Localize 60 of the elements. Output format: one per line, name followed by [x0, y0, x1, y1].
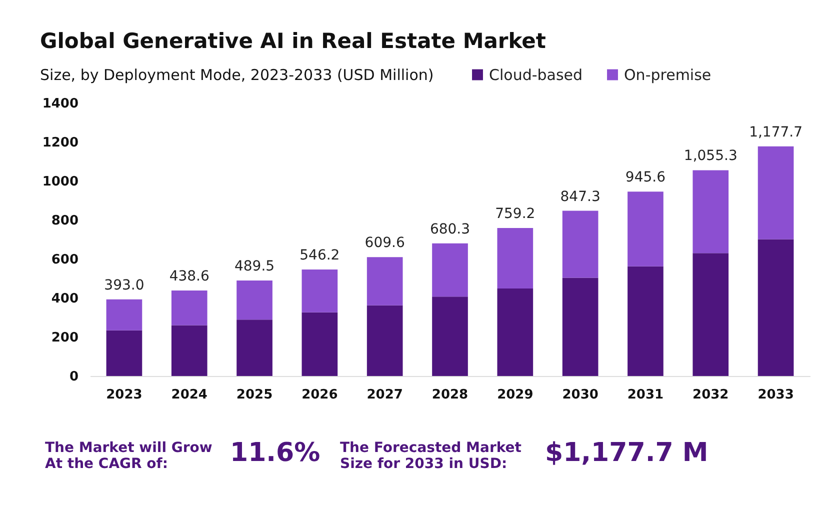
bar — [628, 192, 664, 266]
x-tick-label: 2023 — [106, 388, 142, 402]
y-tick-label: 1400 — [42, 96, 78, 112]
x-tick-label: 2025 — [236, 388, 273, 402]
text: The Forecasted Market Size for 2033 in USD: — [340, 440, 522, 472]
y-tick-label: 200 — [51, 330, 78, 346]
total-label: 438.6 — [169, 268, 210, 284]
legend-label: On-premise — [624, 66, 712, 84]
bar — [302, 269, 338, 312]
bar — [562, 278, 598, 376]
bar — [171, 290, 208, 326]
bar — [758, 146, 794, 240]
total-label: 680.3 — [430, 221, 470, 238]
bar — [692, 170, 729, 254]
bar — [106, 299, 142, 330]
x-tick-label: 2027 — [366, 388, 403, 402]
bar — [236, 280, 272, 320]
text: 11.6% — [230, 438, 320, 468]
x-tick-label: 2029 — [497, 388, 534, 402]
total-label: 759.2 — [495, 206, 536, 222]
x-tick-label: 2033 — [758, 388, 794, 402]
x-tick-label: 2031 — [627, 388, 664, 402]
total-label: 609.6 — [364, 235, 405, 252]
legend-label: Cloud-based — [489, 66, 583, 84]
y-tick-label: 800 — [51, 214, 78, 228]
chart-subtitle: Size, by Deployment Mode, 2023-2033 (USD Million) — [40, 66, 434, 84]
total-label: 489.5 — [234, 258, 275, 275]
bar — [432, 243, 468, 297]
x-tick-label: 2030 — [562, 388, 598, 402]
bar — [236, 320, 272, 376]
total-label: 393.0 — [104, 277, 144, 294]
bar — [628, 266, 664, 376]
bar — [171, 325, 208, 376]
x-tick-label: 2024 — [171, 388, 208, 402]
total-label: 1,055.3 — [684, 148, 738, 164]
total-label: 546.2 — [300, 247, 340, 264]
bar — [497, 288, 534, 376]
total-label: 1,177.7 — [749, 124, 803, 140]
text: $1,177.7 M — [545, 438, 708, 468]
y-tick-label: 400 — [51, 292, 78, 306]
bar — [366, 257, 403, 306]
bar — [692, 253, 729, 376]
bar — [432, 296, 468, 376]
chart-title: Global Generative AI in Real Estate Market — [40, 29, 546, 53]
bar — [302, 312, 338, 376]
bar — [497, 228, 534, 288]
y-tick-label: 0 — [69, 370, 78, 384]
x-tick-label: 2026 — [302, 388, 338, 402]
bar — [366, 305, 403, 376]
total-label: 945.6 — [625, 170, 666, 186]
bar — [106, 330, 142, 376]
text: The Market will Grow At the CAGR of: — [45, 440, 212, 472]
bar — [758, 239, 794, 376]
y-tick-label: 600 — [51, 252, 78, 268]
y-tick-label: 1200 — [42, 136, 78, 150]
x-tick-label: 2032 — [692, 388, 729, 402]
y-tick-label: 1000 — [42, 174, 78, 190]
total-label: 847.3 — [560, 188, 600, 205]
bar — [562, 210, 598, 278]
x-tick-label: 2028 — [432, 388, 468, 402]
